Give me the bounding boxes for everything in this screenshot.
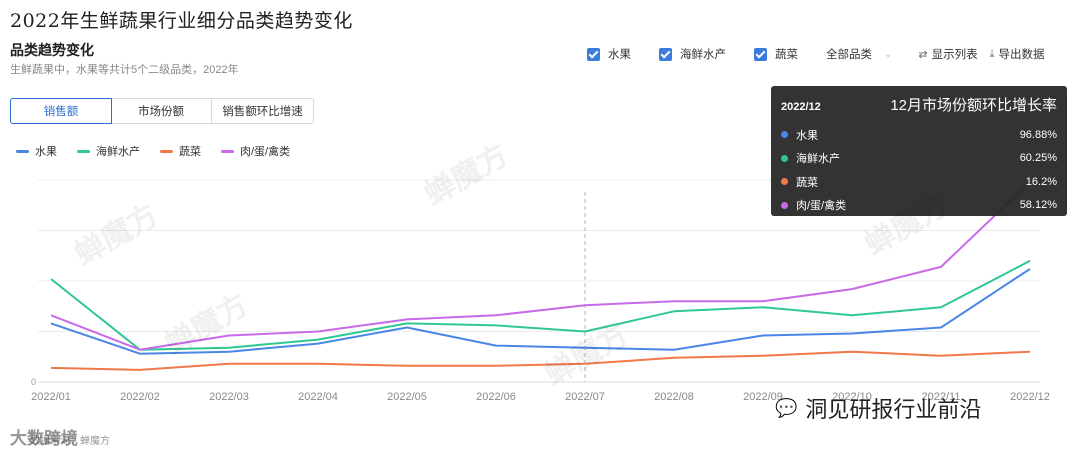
tooltip-series-name: 海鲜水产 — [796, 153, 840, 166]
checkbox-label: 海鲜水产 — [680, 49, 726, 61]
chart-legend: 水果 海鲜水产 蔬菜 肉/蛋/禽类 — [16, 143, 310, 159]
corner-watermark: 大数跨境 — [10, 429, 78, 448]
checkbox-label: 水果 — [608, 49, 631, 61]
section-subtitle: 生鲜蔬果中，水果等共计5个二级品类，2022年 — [10, 64, 239, 76]
tab-sales[interactable]: 销售额 — [10, 98, 112, 124]
show-list-button[interactable]: ⇄ 显示列表 — [918, 46, 977, 62]
x-tick-label: 2022/06 — [476, 391, 516, 403]
data-source: 数据来源：蝉魔方 — [30, 436, 110, 447]
legend-swatch — [160, 149, 173, 153]
x-tick-label: 2022/08 — [654, 391, 694, 403]
series-line — [50, 268, 1031, 355]
tooltip-row: 肉/蛋/禽类 58.12% — [781, 194, 1057, 218]
tooltip-row: 蔬菜 16.2% — [781, 170, 1057, 194]
series-line — [50, 350, 1031, 371]
main-title: 2022年生鲜蔬果行业细分品类趋势变化 — [10, 10, 353, 32]
tooltip-value: 60.25% — [1019, 152, 1057, 165]
x-tick-label: 2022/03 — [209, 391, 249, 403]
wechat-icon: 💬 — [775, 397, 798, 418]
checkbox-seafood[interactable]: 海鲜水产 — [659, 46, 726, 62]
tooltip-row: 水果 96.88% — [781, 123, 1057, 147]
legend-item[interactable]: 海鲜水产 — [77, 143, 140, 159]
legend-label: 肉/蛋/禽类 — [240, 146, 291, 158]
tooltip-dot — [781, 201, 788, 209]
legend-item[interactable]: 蔬菜 — [160, 143, 201, 159]
legend-label: 海鲜水产 — [96, 146, 140, 158]
series-line — [50, 181, 1031, 351]
section-title: 品类趋势变化 — [10, 42, 94, 58]
legend-swatch — [221, 149, 234, 153]
show-list-label: 显示列表 — [931, 49, 978, 61]
legend-item[interactable]: 肉/蛋/禽类 — [221, 143, 290, 159]
tooltip-dot — [781, 154, 788, 162]
tooltip-value: 96.88% — [1019, 128, 1057, 141]
legend-label: 蔬菜 — [179, 146, 201, 158]
checkbox-checked-icon — [659, 47, 672, 61]
metric-tabs: 销售额 市场份额 销售额环比增速 — [10, 98, 314, 124]
export-button[interactable]: ⤓ 导出数据 — [990, 46, 1045, 62]
x-tick-label: 2022/04 — [298, 391, 338, 403]
tab-sales-mom-growth[interactable]: 销售额环比增速 — [222, 106, 303, 118]
tooltip-series-name: 肉/蛋/禽类 — [796, 200, 847, 213]
tooltip-series-name: 蔬菜 — [796, 176, 818, 189]
tooltip-row: 海鲜水产 60.25% — [781, 147, 1057, 171]
x-tick-label: 2022/11 — [922, 391, 961, 403]
tooltip-value: 16.2% — [1025, 175, 1057, 188]
tab-market-share[interactable]: 市场份额 — [111, 99, 212, 123]
tooltip-dot — [781, 178, 788, 186]
export-label: 导出数据 — [998, 49, 1045, 61]
legend-swatch — [77, 149, 90, 153]
chart-tooltip: 2022/12 12月市场份额环比增长率 水果 96.88% 海鲜水产 60.25% 蔬… — [771, 86, 1067, 216]
legend-label: 水果 — [35, 146, 57, 158]
tooltip-title: 12月市场份额环比增长率 — [890, 97, 1057, 114]
tooltip-value: 58.12% — [1019, 199, 1057, 212]
wechat-watermark: 💬 洞见研报行业前沿 — [775, 392, 981, 424]
tooltip-dot — [781, 131, 788, 139]
download-icon: ⤓ — [989, 47, 995, 60]
checkbox-vegetable[interactable]: 蔬菜 — [754, 46, 798, 62]
x-tick-label: 2022/10 — [832, 391, 872, 403]
x-tick-label: 2022/05 — [387, 391, 427, 403]
x-tick-label: 2022/12 — [1010, 391, 1050, 403]
category-select-value: 全部品类 — [826, 49, 872, 61]
legend-item[interactable]: 水果 — [16, 143, 57, 159]
line-chart[interactable]: 0 2022/01 2022/02 2022/03 2022/04 2022/05 2022… — [0, 170, 1080, 410]
swap-icon: ⇄ — [918, 48, 928, 61]
x-tick-label: 2022/07 — [565, 391, 605, 403]
x-tick-label: 2022/09 — [743, 391, 783, 403]
checkbox-checked-icon — [754, 47, 767, 61]
x-tick-label: 2022/01 — [31, 391, 71, 403]
tooltip-series-name: 水果 — [796, 129, 818, 142]
checkbox-fruit[interactable]: 水果 — [587, 46, 631, 62]
category-select[interactable]: 全部品类 ⌄ — [826, 46, 892, 62]
checkbox-label: 蔬菜 — [775, 49, 798, 61]
series-line — [50, 259, 1031, 351]
legend-swatch — [16, 149, 29, 153]
x-tick-label: 2022/02 — [120, 391, 160, 403]
checkbox-checked-icon — [587, 47, 600, 61]
y-tick-label: 0 — [31, 377, 36, 387]
tooltip-date: 2022/12 — [781, 101, 821, 113]
wechat-label: 洞见研报行业前沿 — [805, 397, 982, 422]
filter-bar: 水果 海鲜水产 蔬菜 全部品类 ⌄ ⇄ 显示列表 ⤓ 导出数据 — [587, 46, 1056, 62]
chevron-down-icon: ⌄ — [884, 48, 893, 60]
